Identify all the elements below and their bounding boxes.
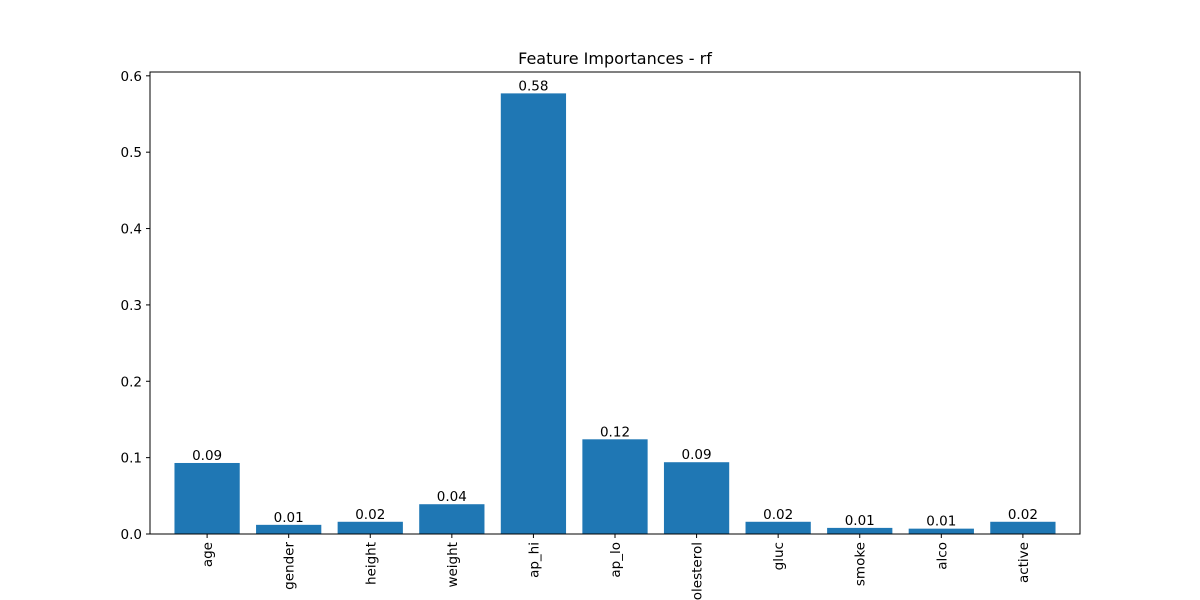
bar-value-label-cholesterol: 0.09 bbox=[682, 447, 712, 463]
x-tick-label-ap_hi: ap_hi bbox=[526, 542, 542, 578]
y-tick-label: 0.3 bbox=[121, 298, 142, 314]
bar-value-label-ap_hi: 0.58 bbox=[518, 78, 548, 94]
x-tick-label-cholesterol: cholesterol bbox=[690, 542, 706, 600]
y-tick-label: 0.0 bbox=[121, 527, 142, 543]
bar-value-label-height: 0.02 bbox=[355, 507, 385, 523]
x-tick-label-active: active bbox=[1016, 542, 1032, 583]
plot-frame bbox=[149, 71, 1081, 535]
bar-value-label-age: 0.09 bbox=[192, 448, 222, 464]
x-tick-label-gluc: gluc bbox=[771, 542, 787, 570]
bars-layer bbox=[174, 93, 1056, 534]
bar-value-label-ap_lo: 0.12 bbox=[600, 424, 630, 440]
bar-active bbox=[990, 521, 1056, 534]
bar-value-label-weight: 0.04 bbox=[437, 489, 467, 505]
bar-alco bbox=[908, 528, 974, 534]
y-tick-label: 0.5 bbox=[121, 145, 142, 161]
y-tick-label: 0.2 bbox=[121, 374, 142, 390]
bar-gender bbox=[256, 524, 322, 534]
bar-height bbox=[337, 521, 403, 534]
bar-value-label-gluc: 0.02 bbox=[763, 507, 793, 523]
bar-labels-layer: 0.09 0.01 0.02 0.04 0.58 0.12 0.09 0.02 0.01 0.01… bbox=[192, 78, 1038, 529]
y-tick-label: 0.4 bbox=[121, 222, 142, 238]
bar-cholesterol bbox=[663, 462, 730, 534]
x-axis: age gender height weight ap_hi ap_lo cholester… bbox=[200, 534, 1032, 600]
bar-weight bbox=[419, 504, 485, 534]
chart-title: Feature Importances - rf bbox=[518, 49, 712, 68]
x-tick-label-gender: gender bbox=[282, 542, 298, 590]
x-tick-label-weight: weight bbox=[445, 542, 461, 588]
bar-value-label-active: 0.02 bbox=[1008, 507, 1038, 523]
bar-value-label-alco: 0.01 bbox=[926, 514, 956, 530]
x-tick-label-alco: alco bbox=[934, 542, 950, 570]
y-axis: 0.0 0.1 0.2 0.3 0.4 0.5 0.6 bbox=[121, 69, 150, 543]
x-tick-label-smoke: smoke bbox=[853, 542, 869, 586]
bar-ap_lo bbox=[582, 439, 648, 534]
bar-value-label-smoke: 0.01 bbox=[845, 513, 875, 529]
y-tick-label: 0.6 bbox=[121, 69, 142, 85]
x-tick-label-height: height bbox=[363, 542, 379, 585]
x-tick-label-ap_lo: ap_lo bbox=[608, 542, 624, 578]
bar-smoke bbox=[827, 527, 893, 534]
y-tick-label: 0.1 bbox=[121, 451, 142, 467]
x-tick-label-age: age bbox=[200, 542, 216, 567]
bar-gluc bbox=[745, 521, 811, 534]
bar-age bbox=[174, 462, 240, 534]
bar-value-label-gender: 0.01 bbox=[274, 510, 304, 526]
bar-ap_hi bbox=[500, 93, 567, 534]
